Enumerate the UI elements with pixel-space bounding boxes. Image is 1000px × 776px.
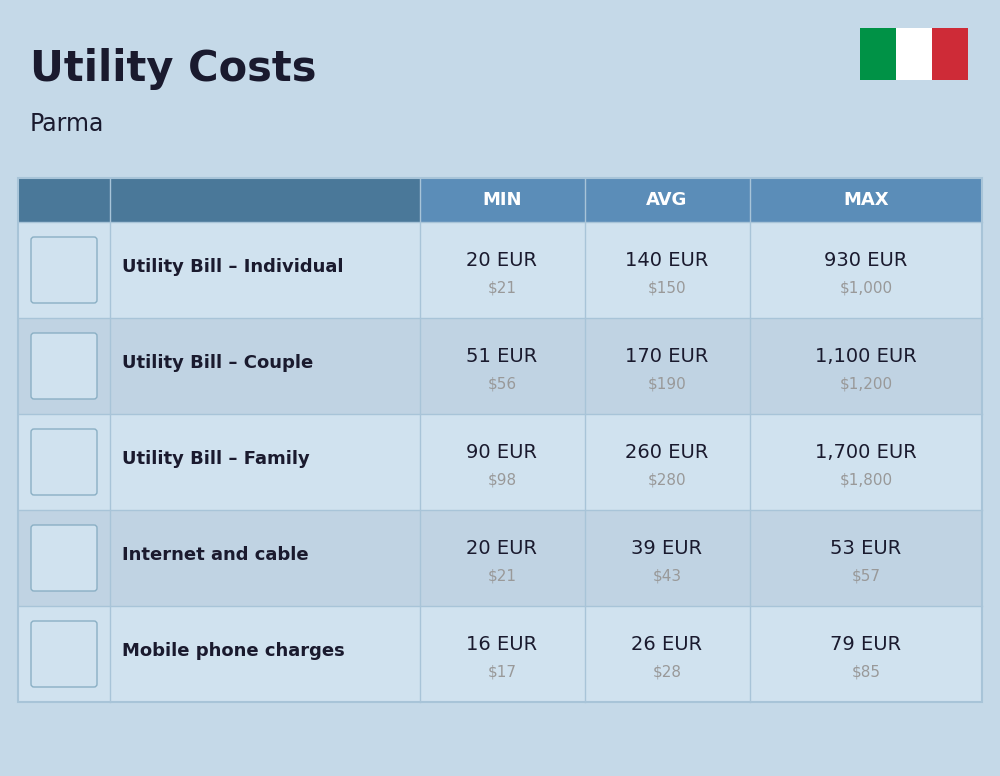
Text: 79 EUR: 79 EUR	[830, 635, 902, 653]
Bar	[18, 318, 982, 414]
Text: AVG: AVG	[646, 191, 688, 209]
Text: Internet and cable: Internet and cable	[122, 546, 309, 564]
FancyBboxPatch shape	[31, 429, 97, 495]
Text: $17: $17	[488, 664, 516, 680]
Bar	[18, 606, 982, 702]
Text: $21: $21	[488, 569, 516, 584]
Text: 53 EUR: 53 EUR	[830, 539, 902, 557]
Text: 260 EUR: 260 EUR	[625, 442, 709, 462]
FancyBboxPatch shape	[31, 333, 97, 399]
Bar	[860, 28, 896, 80]
Text: 90 EUR: 90 EUR	[466, 442, 538, 462]
Text: 170 EUR: 170 EUR	[625, 347, 709, 365]
Text: MAX: MAX	[843, 191, 889, 209]
Text: 20 EUR: 20 EUR	[466, 539, 538, 557]
Text: Utility Costs: Utility Costs	[30, 48, 316, 90]
Text: Parma: Parma	[30, 112, 104, 136]
Text: $28: $28	[652, 664, 682, 680]
Text: $1,200: $1,200	[839, 376, 893, 392]
Text: 51 EUR: 51 EUR	[466, 347, 538, 365]
Bar	[420, 178, 982, 222]
Text: 930 EUR: 930 EUR	[824, 251, 908, 269]
Text: Mobile phone charges: Mobile phone charges	[122, 642, 345, 660]
Text: $85: $85	[852, 664, 881, 680]
Text: 16 EUR: 16 EUR	[466, 635, 538, 653]
Text: $280: $280	[648, 473, 686, 487]
FancyBboxPatch shape	[31, 237, 97, 303]
Text: 140 EUR: 140 EUR	[625, 251, 709, 269]
Bar	[18, 222, 982, 318]
Text: $1,000: $1,000	[839, 280, 893, 296]
FancyBboxPatch shape	[31, 525, 97, 591]
Bar	[18, 178, 420, 222]
Text: $21: $21	[488, 280, 516, 296]
FancyBboxPatch shape	[31, 621, 97, 687]
Text: $1,800: $1,800	[839, 473, 893, 487]
Bar	[18, 510, 982, 606]
Text: 1,700 EUR: 1,700 EUR	[815, 442, 917, 462]
Text: $190: $190	[648, 376, 686, 392]
Text: 26 EUR: 26 EUR	[631, 635, 703, 653]
Text: Utility Bill – Couple: Utility Bill – Couple	[122, 354, 313, 372]
Text: 1,100 EUR: 1,100 EUR	[815, 347, 917, 365]
Text: Utility Bill – Individual: Utility Bill – Individual	[122, 258, 344, 276]
Text: $56: $56	[487, 376, 517, 392]
Text: $150: $150	[648, 280, 686, 296]
Bar	[932, 28, 968, 80]
Text: MIN: MIN	[482, 191, 522, 209]
Text: Utility Bill – Family: Utility Bill – Family	[122, 450, 310, 468]
Text: $43: $43	[652, 569, 682, 584]
Bar	[18, 178, 982, 702]
Bar	[896, 28, 932, 80]
Text: $57: $57	[852, 569, 881, 584]
Bar	[18, 414, 982, 510]
Text: $98: $98	[487, 473, 517, 487]
Text: 39 EUR: 39 EUR	[631, 539, 703, 557]
Text: 20 EUR: 20 EUR	[466, 251, 538, 269]
